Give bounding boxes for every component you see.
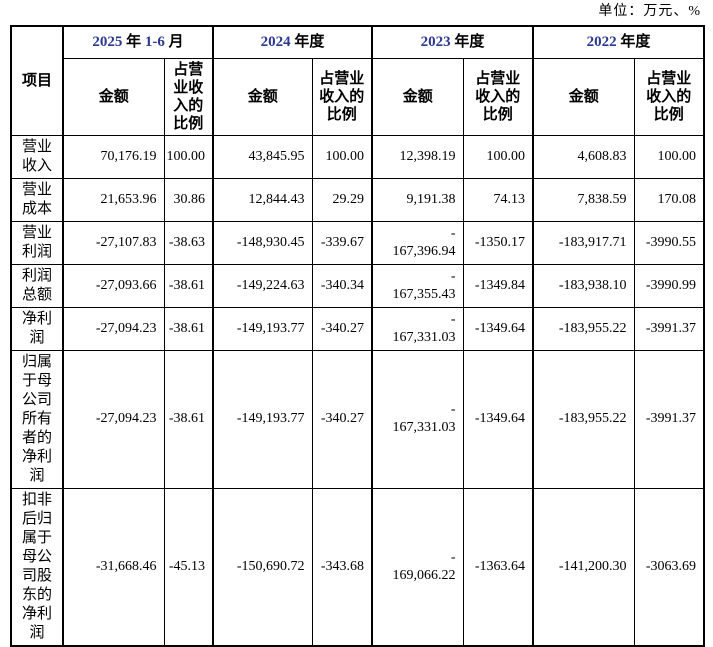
- amount-cell: -183,917.71: [532, 220, 635, 265]
- ratio-cell: -3990.55: [633, 220, 705, 265]
- period-year-text: 2022: [586, 34, 617, 51]
- ratio-header-2023: 占营业收入的比例: [462, 57, 534, 136]
- ratio-cell: -339.67: [311, 220, 373, 265]
- amount-cell: -149,193.77: [212, 349, 313, 489]
- amount-cell: -183,955.22: [532, 349, 635, 489]
- amount-cell: - 169,066.22: [371, 487, 464, 646]
- amount-cell: -183,938.10: [532, 263, 635, 308]
- amount-cell: -31,668.46: [62, 487, 165, 646]
- table-row: 营业收入 70,176.19 100.00 43,845.95 100.00 12,398…: [10, 134, 705, 179]
- period-header-row: 项目 2025 年 1-6 月 2024 年度 2023 年度 2022 年度: [10, 25, 705, 136]
- amount-cell: 9,191.38: [371, 177, 464, 222]
- row-label: 营业利润: [10, 220, 64, 265]
- ratio-cell: -3990.99: [633, 263, 705, 308]
- amount-cell: -149,193.77: [212, 306, 313, 351]
- period-year-text: 2024: [260, 34, 291, 51]
- amount-cell: 70,176.19: [62, 134, 165, 179]
- ratio-cell: 30.86: [163, 177, 214, 222]
- amount-cell: 43,845.95: [212, 134, 313, 179]
- ratio-cell: -340.27: [311, 306, 373, 351]
- row-label: 营业成本: [10, 177, 64, 222]
- table-row: 扣非后归属于母公司股东的净利润 -31,668.46 -45.13 -150,690.…: [10, 487, 705, 646]
- period-year-text: 2025: [92, 34, 123, 51]
- period-suffix-text: 年: [122, 34, 145, 51]
- amount-cell: -27,094.23: [62, 349, 165, 489]
- period-suffix-text: 年度: [290, 34, 325, 51]
- period-2025-header: 2025 年 1-6 月: [62, 25, 214, 59]
- period-2023-header: 2023 年度: [371, 25, 534, 59]
- table-body: 营业收入 70,176.19 100.00 43,845.95 100.00 12,398…: [10, 134, 705, 646]
- amount-cell: - 167,331.03: [371, 306, 464, 351]
- ratio-cell: -1349.84: [462, 263, 534, 308]
- period-suffix-text: 年度: [450, 34, 485, 51]
- amount-header-2024: 金额: [212, 57, 313, 136]
- item-header: 项目: [10, 25, 64, 136]
- ratio-cell: 100.00: [311, 134, 373, 179]
- ratio-cell: -38.61: [163, 306, 214, 351]
- ratio-cell: -3991.37: [633, 349, 705, 489]
- ratio-cell: 29.29: [311, 177, 373, 222]
- ratio-header-2024: 占营业收入的比例: [311, 57, 373, 136]
- period-suffix-text: 月: [164, 34, 184, 51]
- unit-note: 单位：万元、%: [598, 4, 701, 19]
- ratio-cell: -1350.17: [462, 220, 534, 265]
- amount-cell: - 167,355.43: [371, 263, 464, 308]
- ratio-cell: -3991.37: [633, 306, 705, 351]
- ratio-cell: -1349.64: [462, 306, 534, 351]
- ratio-cell: -340.34: [311, 263, 373, 308]
- ratio-header-2025: 占营业收入的比例: [163, 57, 214, 136]
- period-2024-header: 2024 年度: [211, 25, 373, 59]
- financial-table: 项目 2025 年 1-6 月 2024 年度 2023 年度 2022 年度 …: [10, 25, 706, 647]
- ratio-header-2022: 占营业收入的比例: [633, 57, 705, 136]
- row-label: 扣非后归属于母公司股东的净利润: [10, 487, 64, 646]
- ratio-cell: 100.00: [163, 134, 214, 179]
- ratio-cell: -340.27: [311, 349, 373, 489]
- row-label: 营业收入: [10, 134, 64, 179]
- amount-cell: 12,844.43: [212, 177, 313, 222]
- ratio-cell: -45.13: [163, 487, 214, 646]
- ratio-cell: 100.00: [633, 134, 705, 179]
- amount-cell: -148,930.45: [212, 220, 313, 265]
- table-row: 营业成本 21,653.96 30.86 12,844.43 29.29 9,191.38…: [10, 177, 705, 222]
- ratio-cell: -1349.64: [462, 349, 534, 489]
- amount-cell: 21,653.96: [62, 177, 165, 222]
- row-label: 归属于母公司所有者的净利润: [10, 349, 64, 489]
- row-label: 利润总额: [10, 263, 64, 308]
- table-row: 利润总额 -27,093.66 -38.61 -149,224.63 -340.34- …: [10, 263, 705, 308]
- ratio-cell: -38.61: [163, 349, 214, 489]
- period-2022-header: 2022 年度: [532, 25, 705, 59]
- amount-header-2022: 金额: [532, 57, 635, 136]
- ratio-cell: -3063.69: [633, 487, 705, 646]
- amount-header-2025: 金额: [62, 57, 165, 136]
- period-months-text: 1-6: [144, 34, 165, 51]
- amount-cell: -141,200.30: [532, 487, 635, 646]
- amount-cell: -27,107.83: [62, 220, 165, 265]
- table-row: 归属于母公司所有者的净利润 -27,094.23 -38.61 -149,193.77…: [10, 349, 705, 489]
- amount-cell: -183,955.22: [532, 306, 635, 351]
- ratio-cell: 170.08: [633, 177, 705, 222]
- ratio-cell: -38.63: [163, 220, 214, 265]
- period-year-text: 2023: [420, 34, 451, 51]
- row-label: 净利润: [10, 306, 64, 351]
- amount-cell: 12,398.19: [371, 134, 464, 179]
- amount-cell: -27,093.66: [62, 263, 165, 308]
- period-suffix-text: 年度: [616, 34, 651, 51]
- amount-cell: -27,094.23: [62, 306, 165, 351]
- amount-cell: 4,608.83: [532, 134, 635, 179]
- table-row: 净利润 -27,094.23 -38.61 -149,193.77 -340.27- 1…: [10, 306, 705, 351]
- amount-header-2023: 金额: [371, 57, 464, 136]
- ratio-cell: 74.13: [462, 177, 534, 222]
- amount-cell: 7,838.59: [532, 177, 635, 222]
- amount-cell: - 167,396.94: [371, 220, 464, 265]
- ratio-cell: -343.68: [311, 487, 373, 646]
- ratio-cell: -1363.64: [462, 487, 534, 646]
- table-row: 营业利润 -27,107.83 -38.63 -148,930.45 -339.67- …: [10, 220, 705, 265]
- amount-cell: -149,224.63: [212, 263, 313, 308]
- ratio-cell: 100.00: [462, 134, 534, 179]
- amount-cell: -150,690.72: [212, 487, 313, 646]
- subheader-row: 金额 占营业收入的比例 金额 占营业收入的比例 金额 占营业收入的比例 金额 占…: [11, 57, 705, 136]
- ratio-cell: -38.61: [163, 263, 214, 308]
- amount-cell: - 167,331.03: [371, 349, 464, 489]
